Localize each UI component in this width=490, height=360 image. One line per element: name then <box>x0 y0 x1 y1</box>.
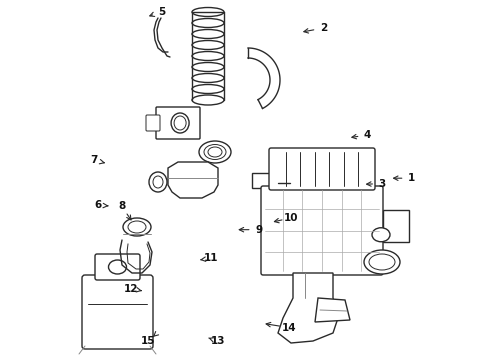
Text: 6: 6 <box>95 200 101 210</box>
Ellipse shape <box>199 141 231 163</box>
FancyBboxPatch shape <box>383 210 409 242</box>
Ellipse shape <box>123 218 151 236</box>
Ellipse shape <box>372 228 390 242</box>
FancyBboxPatch shape <box>252 173 274 188</box>
FancyBboxPatch shape <box>261 186 383 275</box>
FancyBboxPatch shape <box>95 254 140 280</box>
Polygon shape <box>315 298 350 322</box>
Text: 2: 2 <box>320 23 327 33</box>
FancyBboxPatch shape <box>146 115 160 131</box>
Ellipse shape <box>108 260 126 274</box>
Ellipse shape <box>364 250 400 274</box>
FancyBboxPatch shape <box>82 275 153 349</box>
Ellipse shape <box>204 144 226 159</box>
Text: 1: 1 <box>408 173 415 183</box>
Text: 15: 15 <box>141 336 155 346</box>
Text: 4: 4 <box>364 130 371 140</box>
Text: 11: 11 <box>203 253 218 264</box>
Polygon shape <box>168 162 218 198</box>
Text: 8: 8 <box>118 201 125 211</box>
Text: 5: 5 <box>158 6 165 17</box>
Text: 12: 12 <box>124 284 139 294</box>
Text: 13: 13 <box>211 336 225 346</box>
Polygon shape <box>278 273 338 343</box>
Text: 3: 3 <box>379 179 386 189</box>
Ellipse shape <box>171 113 189 133</box>
FancyBboxPatch shape <box>269 148 375 190</box>
Ellipse shape <box>149 172 167 192</box>
Text: 14: 14 <box>282 323 296 333</box>
FancyBboxPatch shape <box>156 107 200 139</box>
Text: 10: 10 <box>284 213 299 223</box>
Text: 9: 9 <box>255 225 262 235</box>
Text: 7: 7 <box>90 155 98 165</box>
